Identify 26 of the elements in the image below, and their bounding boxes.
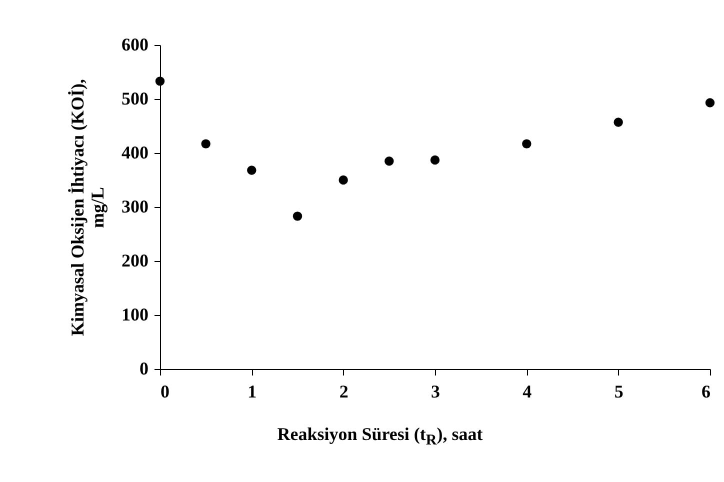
point xyxy=(338,175,348,185)
x-tick-label: 3 xyxy=(431,382,440,402)
y-tick-label: 500 xyxy=(122,88,148,108)
point xyxy=(247,166,256,175)
y-tick-label: 0 xyxy=(140,358,148,378)
point xyxy=(292,212,302,221)
point xyxy=(384,156,394,166)
point xyxy=(155,76,165,86)
x-tick-label: 2 xyxy=(339,382,348,402)
y-tick-label: 200 xyxy=(122,250,148,270)
y-tick-label: 300 xyxy=(122,196,148,216)
y-tick-label: 400 xyxy=(122,142,148,162)
x-tick-label: 4 xyxy=(522,382,532,402)
x-tick-label: 6 xyxy=(702,382,710,402)
point xyxy=(614,118,623,127)
point xyxy=(201,139,210,148)
point xyxy=(705,98,715,108)
x-axis-title: Reaksiyon Süresi (t$_{R}$), saat xyxy=(276,424,484,450)
x-tick-label: 0 xyxy=(160,382,170,402)
y-tick-label: 600 xyxy=(122,34,148,54)
point xyxy=(522,139,532,148)
x-tick-label: 5 xyxy=(614,382,624,402)
y-tick-label: 100 xyxy=(122,304,148,324)
y-axis-title: Kimyasal Oksijen İhtiyacı (KOİ), mg/L xyxy=(68,78,108,336)
point xyxy=(430,155,440,165)
x-tick-label: 1 xyxy=(248,382,257,402)
